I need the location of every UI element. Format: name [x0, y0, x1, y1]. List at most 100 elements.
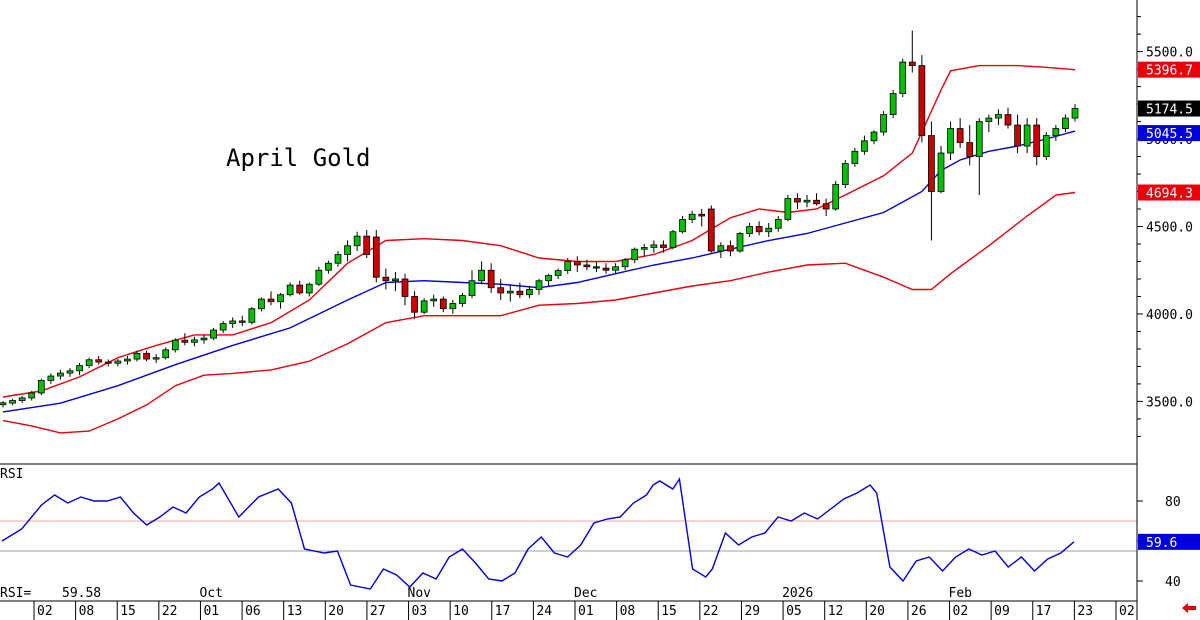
rsi-value-tag-bg: [1138, 533, 1200, 550]
candle-body: [229, 320, 237, 324]
price-tick-label: 5500.0: [1146, 46, 1193, 61]
middle-band-tag: 5045.5: [1138, 125, 1200, 142]
date-label: 22: [703, 604, 719, 619]
candle-body: [774, 219, 782, 229]
candle: [583, 259, 591, 271]
candle: [37, 378, 45, 396]
candle-body: [0, 402, 7, 406]
candle: [640, 243, 648, 257]
candle-body: [104, 361, 112, 364]
candle: [774, 216, 782, 232]
candle-body: [487, 269, 495, 289]
candle-body: [583, 264, 591, 268]
candle: [937, 146, 945, 194]
rsi-label: RSI: [0, 467, 23, 482]
candle: [995, 109, 1002, 126]
date-label: 29: [744, 604, 760, 619]
rsi-tick-label: 80: [1165, 495, 1181, 510]
candle-body: [908, 61, 916, 66]
candle: [1033, 118, 1041, 166]
candle-body: [181, 339, 189, 343]
candle-body: [200, 337, 208, 341]
candle-body: [1052, 128, 1060, 136]
candle-body: [344, 245, 351, 255]
candle-body: [889, 93, 897, 115]
candle: [9, 398, 16, 406]
candle: [353, 231, 361, 251]
candle-body: [401, 278, 409, 297]
candle: [861, 135, 868, 155]
date-label: 08: [620, 604, 636, 619]
candle: [238, 315, 246, 327]
date-label: 22: [162, 604, 178, 619]
date-label: 17: [1036, 604, 1052, 619]
candle-body: [545, 275, 552, 282]
candle: [985, 114, 993, 133]
candle: [267, 291, 275, 306]
candle-body: [152, 357, 160, 360]
candle: [621, 257, 629, 271]
candle: [966, 125, 974, 166]
candle: [57, 369, 64, 380]
candle-body: [277, 294, 284, 303]
candle-body: [85, 359, 93, 366]
date-label: 10: [453, 604, 469, 619]
month-label: Dec: [574, 586, 597, 601]
upper-band-tag: 5396.7: [1138, 61, 1200, 79]
date-label: 02: [953, 604, 969, 619]
candle: [1004, 107, 1012, 129]
candle-body: [305, 283, 313, 294]
candle: [727, 240, 734, 257]
candle: [0, 401, 7, 408]
candle: [181, 333, 189, 346]
candle-body: [1033, 124, 1041, 157]
candle-body: [248, 308, 256, 323]
candle-body: [918, 65, 926, 136]
candle-body: [57, 372, 64, 377]
candle-body: [679, 219, 686, 233]
candle-body: [535, 280, 543, 290]
last-close-tag-bg: [1138, 100, 1200, 117]
month-label: Nov: [408, 586, 432, 601]
candle: [631, 247, 639, 264]
candle: [219, 320, 227, 334]
candle: [133, 350, 141, 362]
price-tags: 5396.7 5174.5 5045.5 4694.3 59.6: [1138, 61, 1200, 551]
candle-body: [937, 152, 945, 192]
candle-body: [1062, 117, 1069, 129]
last-close-tag-text: 5174.5: [1146, 103, 1193, 118]
candle-body: [315, 269, 323, 285]
candle: [28, 390, 36, 401]
date-label: 20: [869, 604, 885, 619]
price-tick-label: 4500.0: [1146, 221, 1193, 236]
date-label: 08: [79, 604, 95, 619]
candle-body: [688, 213, 696, 220]
candle-body: [966, 142, 974, 157]
candle-body: [114, 360, 122, 364]
candle: [325, 260, 332, 274]
month-label: Feb: [949, 586, 973, 601]
candle-body: [411, 296, 418, 313]
candle-body: [1071, 108, 1079, 119]
price-panel: [0, 30, 1079, 434]
scroll-arrow-icon[interactable]: [1182, 603, 1196, 613]
chart-title: April Gold: [226, 144, 371, 172]
candle: [822, 198, 830, 217]
middle-band-tag-bg: [1138, 125, 1200, 142]
candle: [401, 273, 409, 306]
candle: [497, 278, 505, 300]
date-label: 02: [1119, 604, 1135, 619]
rsi-readout-value: 59.58: [62, 586, 101, 601]
candle-body: [267, 298, 275, 303]
candle: [746, 223, 753, 237]
candle-body: [554, 270, 562, 276]
candle-body: [9, 400, 16, 404]
price-tick-label: 4000.0: [1146, 308, 1193, 323]
candle-body: [832, 184, 840, 210]
rsi-value-tag: 59.6: [1138, 533, 1200, 551]
candle-body: [449, 303, 457, 310]
middle-band-tag-text: 5045.5: [1146, 127, 1193, 142]
candle-body: [238, 320, 246, 323]
